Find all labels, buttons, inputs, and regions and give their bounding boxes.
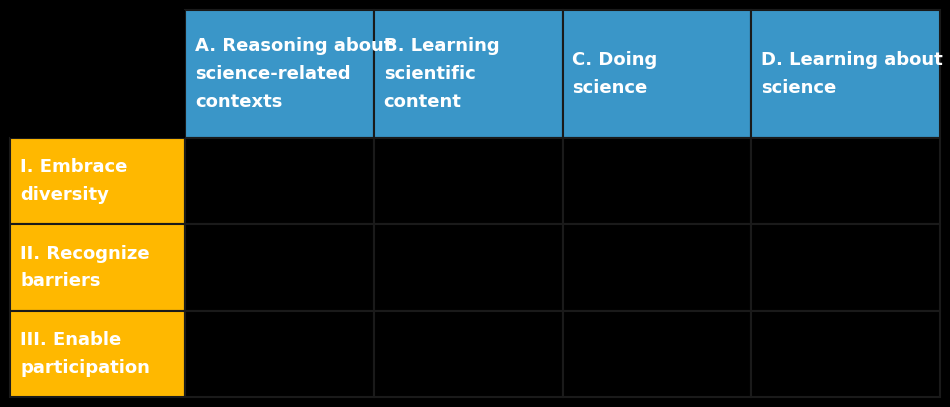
Bar (185, 311, 373, 397)
Bar (185, 10, 373, 138)
Bar (10, 138, 185, 224)
Bar (10, 311, 185, 397)
Text: A. Reasoning about
science-related
contexts: A. Reasoning about science-related conte… (195, 37, 392, 111)
Bar (185, 224, 373, 311)
Bar (185, 138, 373, 224)
Bar (373, 10, 562, 138)
Bar (751, 311, 940, 397)
Text: III. Enable
participation: III. Enable participation (20, 331, 150, 377)
Bar (373, 224, 562, 311)
Bar (751, 10, 940, 138)
Bar (373, 138, 562, 224)
Bar (10, 10, 185, 138)
Text: I. Embrace
diversity: I. Embrace diversity (20, 158, 127, 204)
Bar (562, 224, 751, 311)
Text: D. Learning about
science: D. Learning about science (761, 51, 943, 97)
Bar (373, 311, 562, 397)
Bar (562, 138, 751, 224)
Bar (562, 311, 751, 397)
Bar (751, 224, 940, 311)
Text: II. Recognize
barriers: II. Recognize barriers (20, 245, 150, 291)
Bar (562, 10, 751, 138)
Text: B. Learning
scientific
content: B. Learning scientific content (384, 37, 500, 111)
Text: C. Doing
science: C. Doing science (573, 51, 657, 97)
Bar (10, 224, 185, 311)
Bar (751, 138, 940, 224)
